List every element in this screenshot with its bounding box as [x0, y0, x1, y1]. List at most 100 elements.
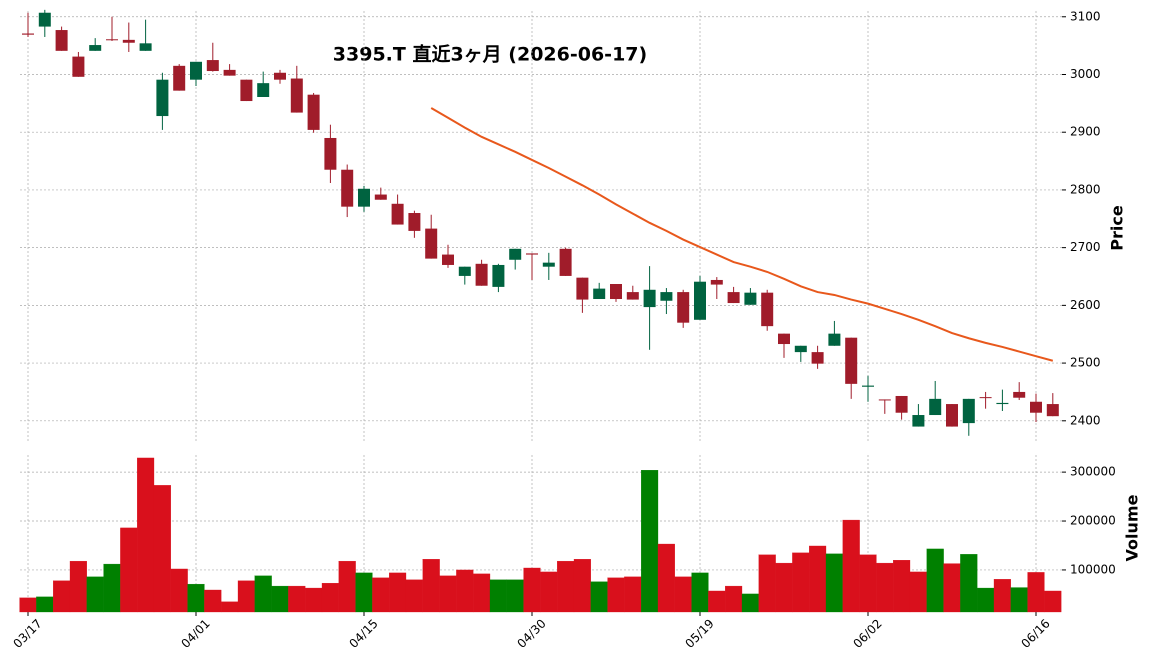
candle-body — [442, 254, 454, 265]
volume-bar — [708, 590, 726, 613]
volume-bar — [506, 579, 524, 613]
volume-bar — [624, 576, 642, 613]
y-tick-label: 2800 — [1070, 182, 1101, 196]
candle-body — [307, 94, 320, 130]
volume-bar — [691, 572, 709, 613]
volume-bar — [943, 563, 961, 613]
x-tick-label: 04/01 — [178, 616, 212, 650]
volume-axis-label: Volume — [1123, 494, 1142, 561]
volume-bar — [557, 560, 575, 613]
volume-bar — [439, 575, 457, 613]
volume-bar — [573, 559, 591, 613]
candle-body — [526, 253, 538, 255]
candle-body — [643, 289, 656, 308]
volume-bar — [825, 553, 843, 613]
candle-body — [996, 402, 1009, 405]
volume-bar — [876, 562, 894, 613]
candle-body — [173, 65, 186, 91]
volume-bar — [540, 571, 558, 613]
volume-bar — [993, 579, 1011, 613]
candle-body — [509, 248, 522, 260]
volume-bar — [960, 554, 978, 613]
volume-bar — [741, 593, 759, 613]
volume-bar — [489, 579, 507, 613]
candle-body — [341, 169, 354, 207]
y-tick-label: 2400 — [1070, 413, 1101, 427]
volume-bar — [641, 470, 659, 613]
candle-body — [206, 60, 219, 72]
volume-bar — [19, 597, 37, 613]
volume-bar — [725, 585, 743, 613]
candle-body — [677, 292, 690, 323]
volume-bar — [69, 560, 87, 613]
candle-body — [257, 83, 270, 97]
candle-body — [240, 79, 253, 102]
volume-bar — [338, 560, 356, 613]
candle-body — [190, 61, 202, 80]
y-tick-label: 3100 — [1070, 9, 1101, 23]
x-tick-label: 03/17 — [10, 616, 44, 650]
candle-body — [290, 78, 303, 113]
volume-bar — [187, 583, 205, 613]
volume-bar — [657, 543, 675, 613]
candle-body — [929, 398, 942, 416]
candle-body — [626, 292, 639, 300]
candle-body — [979, 397, 992, 399]
volume-tick-label: 100000 — [1070, 562, 1116, 576]
candle-body — [962, 398, 975, 424]
candle-body — [1013, 391, 1026, 398]
y-tick-label: 2500 — [1070, 356, 1101, 370]
volume-bar — [473, 573, 491, 613]
candle-body — [593, 288, 606, 300]
x-tick-label: 06/02 — [850, 616, 884, 650]
candle-body — [610, 284, 622, 300]
volume-bar — [405, 579, 423, 613]
y-tick-label: 2600 — [1070, 298, 1101, 312]
volume-bar — [893, 560, 911, 613]
chart-title: 3395.T 直近3ヶ月 (2026-06-17) — [333, 43, 647, 66]
volume-bar — [254, 575, 272, 613]
candle-body — [274, 72, 286, 80]
volume-bar — [221, 601, 239, 613]
x-tick-label: 05/19 — [682, 616, 716, 650]
candle-body — [559, 248, 572, 276]
volume-bar — [321, 582, 339, 613]
volume-bar — [372, 577, 390, 613]
candle-body — [358, 188, 370, 207]
candle-body — [72, 56, 85, 77]
moving-average-line — [430, 107, 1054, 362]
candle-body — [492, 264, 505, 287]
candle-body — [895, 395, 908, 413]
x-tick-label: 04/15 — [346, 616, 380, 650]
volume-bar — [1027, 572, 1045, 613]
volume-bar — [204, 589, 222, 613]
candle-body — [22, 33, 34, 35]
candle-body — [694, 281, 706, 320]
candle-body — [778, 333, 790, 345]
candle-body — [156, 79, 169, 117]
volume-tick-label: 200000 — [1070, 514, 1116, 528]
volume-bar — [389, 572, 407, 613]
volume-bar — [355, 572, 373, 613]
candle-body — [660, 292, 673, 301]
y-tick-label: 2700 — [1070, 240, 1101, 254]
candle-body — [55, 30, 68, 51]
volume-bar — [523, 567, 541, 613]
candle-body — [912, 415, 925, 427]
candle-body — [374, 194, 387, 200]
volume-bar — [792, 552, 810, 613]
volume-bar — [674, 576, 692, 613]
volume-bar — [237, 580, 255, 613]
volume-bar — [86, 576, 104, 613]
volume-bar — [926, 548, 944, 613]
candle-body — [727, 292, 740, 304]
volume-bar — [153, 485, 171, 613]
candle-body — [744, 292, 757, 305]
candle-body — [122, 39, 135, 43]
candle-body — [710, 279, 723, 285]
volume-bar — [842, 519, 860, 613]
volume-bar — [977, 587, 995, 613]
volume-bar — [36, 596, 54, 613]
